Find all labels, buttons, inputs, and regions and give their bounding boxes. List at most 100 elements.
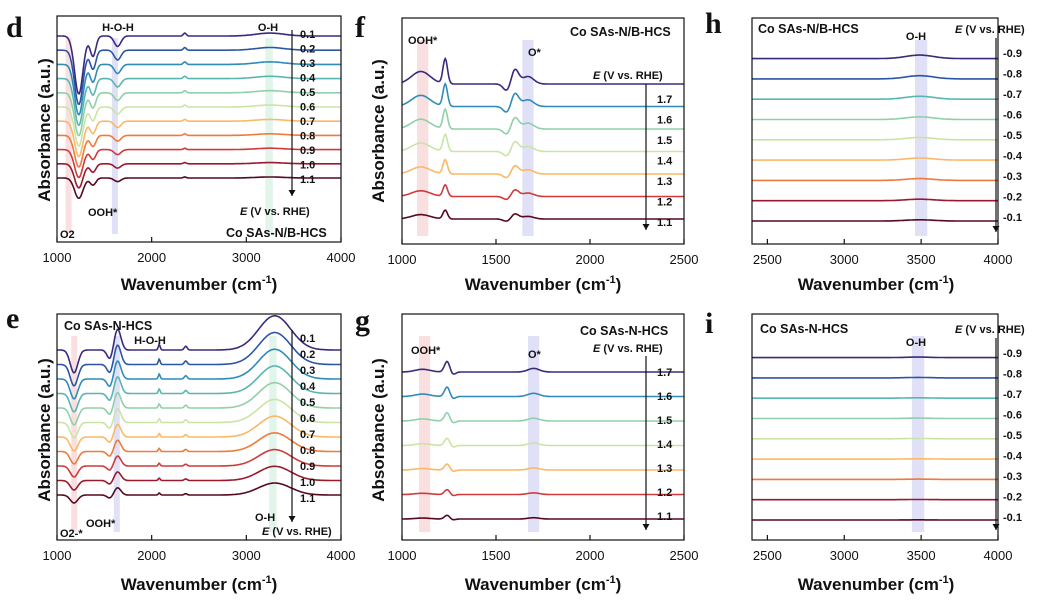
series-line-e-1.0 (57, 331, 341, 387)
panel-f: f 1000 1500 2000 2500 Absorbance (a.u.) Wav… (355, 11, 698, 294)
x-tick-label-d-1000: 1000 (43, 250, 72, 265)
series-line-e-1.1 (57, 315, 341, 374)
potential-label-e-1.1: 1.1 (300, 493, 315, 505)
series-line-d-0.2 (57, 161, 341, 189)
series-line-d-1.0 (57, 46, 341, 106)
series-line-h--0.1 (752, 219, 998, 222)
highlight-band-f-0 (417, 40, 429, 236)
potential-label-f-1.1: 1.1 (657, 217, 672, 229)
potential-label-f-1.6: 1.6 (657, 115, 672, 127)
series-line-f-1.5 (401, 107, 684, 135)
annotation-o-h-h: O-H (906, 31, 926, 43)
potential-arrowhead-h (992, 226, 1000, 232)
potential-label-f-1.2: 1.2 (657, 197, 672, 209)
panel-letter-g: g (355, 304, 370, 337)
x-tick-label-i-4000: 4000 (984, 548, 1013, 563)
potential-label-f-1.4: 1.4 (657, 156, 673, 168)
y-axis-label-g: Absorbance (a.u.) (369, 358, 388, 502)
series-label-g: E (V vs. RHE) (593, 343, 663, 355)
x-tick-label-d-3000: 3000 (232, 250, 261, 265)
x-tick-label-g-1500: 1500 (482, 548, 511, 563)
series-line-e-0.3 (57, 448, 341, 478)
series-line-d-0.5 (57, 118, 341, 158)
x-axis-label-e: Wavenumber (cm-1) (121, 574, 278, 594)
potential-label-e-1.0: 1.0 (300, 477, 315, 489)
series-line-e-0.1 (57, 482, 341, 504)
highlight-band-g-0 (418, 336, 431, 532)
potential-label-i--0.3: -0.3 (1003, 471, 1022, 483)
potential-label-i--0.6: -0.6 (1003, 410, 1022, 422)
series-line-e-0.9 (57, 348, 341, 400)
x-tick-label-d-4000: 4000 (327, 250, 356, 265)
potential-label-d-0.8: 0.8 (300, 131, 315, 143)
series-line-f-1.7 (401, 56, 684, 91)
panel-d: d 1000 2000 3000 4000 Absorbance (a.u.) Wav… (6, 11, 355, 294)
series-label-h: E (V vs. RHE) (955, 24, 1025, 36)
series-line-h--0.8 (752, 74, 998, 80)
panel-letter-f: f (355, 11, 366, 44)
plot-frame-f (401, 17, 685, 245)
x-axis-label-i: Wavenumber (cm-1) (798, 574, 955, 594)
potential-label-h--0.2: -0.2 (1003, 192, 1022, 204)
series-label-d: E (V vs. RHE) (240, 206, 310, 218)
potential-label-e-0.8: 0.8 (300, 445, 315, 457)
series-line-f-1.6 (401, 82, 684, 113)
potential-label-i--0.2: -0.2 (1003, 492, 1022, 504)
potential-label-g-1.4: 1.4 (657, 439, 673, 451)
potential-label-h--0.8: -0.8 (1003, 69, 1022, 81)
x-tick-label-g-1000: 1000 (388, 548, 417, 563)
series-line-h--0.4 (752, 157, 998, 161)
panel-letter-i: i (705, 307, 713, 340)
series-line-f-1.4 (401, 132, 684, 157)
x-tick-label-g-2000: 2000 (576, 548, 605, 563)
annotation-o2-d: O2 (60, 229, 75, 241)
x-tick-label-e-2000: 2000 (137, 548, 166, 563)
series-label-f: E (V vs. RHE) (593, 70, 663, 82)
x-axis-label-d: Wavenumber (cm-1) (121, 274, 278, 294)
potential-label-d-0.6: 0.6 (300, 102, 315, 114)
x-tick-label-f-1000: 1000 (388, 252, 417, 267)
potential-label-d-1.0: 1.0 (300, 160, 315, 172)
plot-frame-h (751, 17, 999, 245)
potential-arrowhead-g (642, 524, 650, 530)
potential-label-e-0.2: 0.2 (300, 349, 315, 361)
x-tick-label-h-2500: 2500 (753, 252, 782, 267)
series-line-e-0.6 (57, 398, 341, 439)
potential-label-h--0.6: -0.6 (1003, 110, 1022, 122)
potential-label-g-1.5: 1.5 (657, 415, 672, 427)
x-tick-label-e-4000: 4000 (327, 548, 356, 563)
potential-label-d-0.5: 0.5 (300, 87, 315, 99)
series-line-h--0.6 (752, 116, 998, 121)
annotation-ooh-d: OOH* (88, 207, 118, 219)
series-label-e: E (V vs. RHE) (262, 526, 332, 538)
highlight-band-d-2 (65, 38, 72, 234)
series-line-e-0.5 (57, 415, 341, 452)
potential-label-i--0.9: -0.9 (1003, 348, 1022, 360)
highlight-band-e-2 (71, 336, 78, 532)
x-tick-label-f-2500: 2500 (670, 252, 699, 267)
series-line-h--0.3 (752, 177, 998, 182)
annotation-ooh-g: OOH* (411, 345, 441, 357)
annotation-o-h-e: O-H (255, 512, 275, 524)
potential-label-d-0.1: 0.1 (300, 29, 315, 41)
plot-frame-e (56, 313, 342, 541)
x-axis-label-g: Wavenumber (cm-1) (465, 574, 622, 594)
y-axis-label-f: Absorbance (a.u.) (369, 59, 388, 203)
series-line-d-0.4 (57, 132, 341, 168)
potential-label-f-1.5: 1.5 (657, 135, 672, 147)
potential-label-h--0.5: -0.5 (1003, 130, 1022, 142)
series-line-e-0.4 (57, 432, 341, 465)
potential-label-g-1.7: 1.7 (657, 367, 672, 379)
potential-label-g-1.2: 1.2 (657, 487, 672, 499)
potential-label-h--0.7: -0.7 (1003, 89, 1022, 101)
potential-label-h--0.3: -0.3 (1003, 171, 1022, 183)
y-axis-label-d: Absorbance (a.u.) (35, 58, 54, 202)
potential-label-h--0.4: -0.4 (1003, 151, 1023, 163)
potential-label-e-0.6: 0.6 (300, 413, 315, 425)
panel-g: g 1000 1500 2000 2500 Absorbance (a.u.) Wav… (355, 304, 698, 594)
annotation-o-f: O* (528, 47, 542, 59)
x-tick-label-h-4000: 4000 (984, 252, 1013, 267)
series-line-h--0.5 (752, 136, 998, 141)
potential-label-e-0.3: 0.3 (300, 365, 315, 377)
